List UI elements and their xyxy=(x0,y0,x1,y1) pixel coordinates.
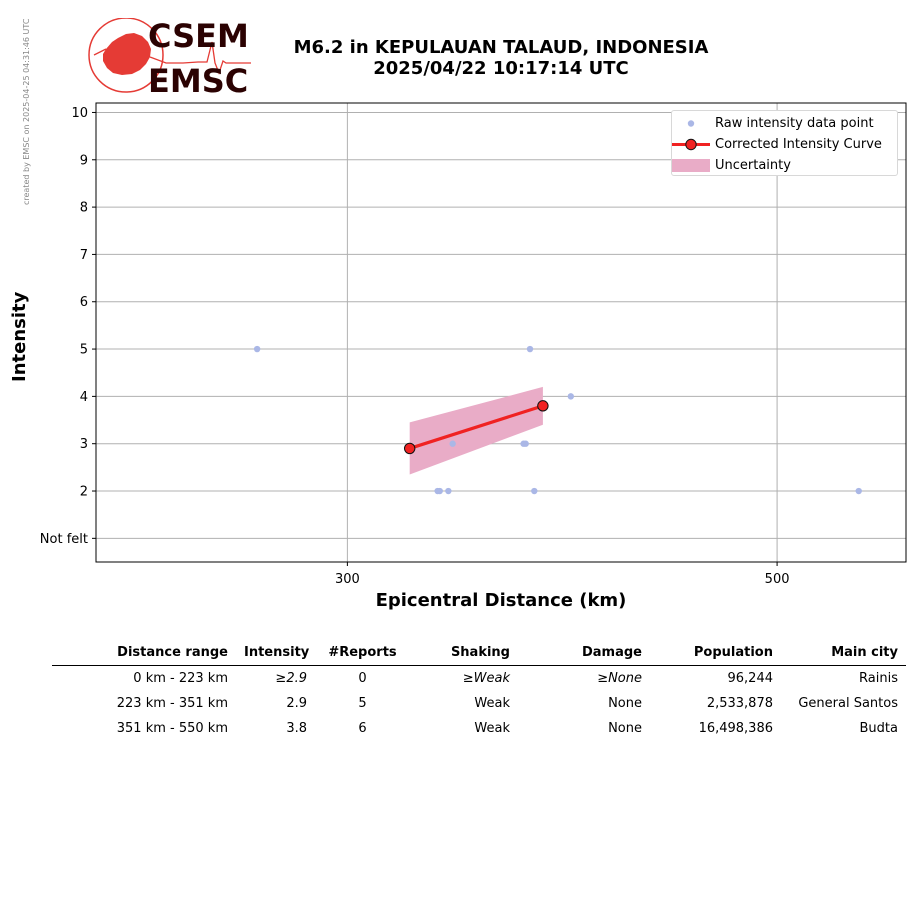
table-cell-main-city: Budta xyxy=(859,721,898,736)
table-header-reports: #Reports xyxy=(315,640,410,666)
raw-intensity-point xyxy=(855,487,862,495)
table-cell-main-city: General Santos xyxy=(798,696,898,711)
legend-item-uncertainty: Uncertainty xyxy=(672,155,897,176)
table-row: 0 km - 223 km ≥2.9 0 ≥Weak ≥None 96,244 … xyxy=(52,666,906,692)
y-tick-label: Not felt xyxy=(40,532,88,547)
table-header-distance: Distance range xyxy=(52,640,236,666)
corrected-intensity-line xyxy=(409,404,544,450)
tick-labels-layer: Not felt 2 3 4 5 6 7 8 9 10 300 500 xyxy=(40,106,790,587)
table-cell-intensity: 3.8 xyxy=(286,721,307,736)
table-cell-damage: None xyxy=(608,721,642,736)
raw-intensity-point xyxy=(445,487,452,495)
legend-marker-curve xyxy=(672,138,710,151)
table-cell-damage: ≥None xyxy=(597,671,642,686)
table-cell-population: 2,533,878 xyxy=(706,696,773,711)
table-cell-shaking: ≥Weak xyxy=(462,671,510,686)
logo-text-csem: CSEM xyxy=(148,18,249,55)
raw-intensity-point xyxy=(253,345,261,353)
legend-label-uncertainty: Uncertainty xyxy=(715,158,791,173)
table-cell-reports: 5 xyxy=(358,696,367,711)
corrected-intensity-point xyxy=(537,400,549,412)
axes-layer xyxy=(92,102,907,566)
emsc-logo: CSEM EMSC xyxy=(88,17,254,100)
plot-frame xyxy=(95,102,907,563)
y-tick-label: 10 xyxy=(71,106,88,121)
table-row: 351 km - 550 km 3.8 6 Weak None 16,498,3… xyxy=(52,716,906,741)
y-tick-label: 3 xyxy=(80,437,88,452)
raw-points-layer xyxy=(253,345,862,495)
table-header-population: Population xyxy=(650,640,781,666)
raw-intensity-point xyxy=(531,487,538,495)
table-header-shaking: Shaking xyxy=(410,640,518,666)
legend-label-raw: Raw intensity data point xyxy=(715,116,874,131)
table-cell-damage: None xyxy=(608,696,642,711)
legend-item-raw: Raw intensity data point xyxy=(672,113,897,134)
table-cell-shaking: Weak xyxy=(474,721,510,736)
x-tick-label: 500 xyxy=(765,572,790,587)
table-header-intensity: Intensity xyxy=(236,640,315,666)
table-cell-reports: 6 xyxy=(358,721,367,736)
legend-marker-raw xyxy=(687,120,695,127)
y-tick-label: 5 xyxy=(80,343,88,358)
y-axis-label: Intensity xyxy=(9,291,30,382)
table-cell-distance: 351 km - 550 km xyxy=(116,721,228,736)
csem-emsc-logo-graphic: CSEM EMSC xyxy=(88,17,251,100)
logo-text-emsc: EMSC xyxy=(148,62,248,98)
chart-title-line-1: M6.2 in KEPULAUAN TALAUD, INDONESIA xyxy=(293,37,709,58)
table-cell-distance: 223 km - 351 km xyxy=(116,696,228,711)
legend-marker-uncertainty xyxy=(672,159,710,172)
table-cell-population: 96,244 xyxy=(727,671,774,686)
chart-title-line-2: 2025/04/22 10:17:14 UTC xyxy=(373,58,629,79)
table-cell-population: 16,498,386 xyxy=(698,721,773,736)
chart-legend: Raw intensity data point Corrected Inten… xyxy=(671,110,898,176)
curve-layer xyxy=(403,400,549,455)
uncertainty-band xyxy=(409,386,543,475)
raw-intensity-point xyxy=(567,393,575,400)
uncertainty-band-layer xyxy=(409,386,543,475)
table-cell-main-city: Rainis xyxy=(859,671,898,686)
intensity-chart: Not felt 2 3 4 5 6 7 8 9 10 300 500 xyxy=(40,102,907,587)
y-tick-label: 2 xyxy=(80,485,88,500)
y-tick-label: 8 xyxy=(80,201,88,216)
raw-intensity-point xyxy=(436,487,443,495)
x-axis-label: Epicentral Distance (km) xyxy=(375,590,627,611)
y-tick-label: 7 xyxy=(80,248,88,263)
table-header-damage: Damage xyxy=(518,640,650,666)
corrected-intensity-point xyxy=(403,442,416,455)
x-tick-label: 300 xyxy=(335,572,360,587)
y-tick-label: 9 xyxy=(80,153,88,168)
chart-title: M6.2 in KEPULAUAN TALAUD, INDONESIA 2025… xyxy=(260,37,742,79)
table-header-main-city: Main city xyxy=(781,640,906,666)
raw-intensity-point xyxy=(526,345,534,353)
table-row: 223 km - 351 km 2.9 5 Weak None 2,533,87… xyxy=(52,691,906,716)
table-header-row: Distance range Intensity #Reports Shakin… xyxy=(52,640,906,666)
raw-intensity-point xyxy=(449,440,456,447)
y-tick-label: 4 xyxy=(80,390,88,405)
raw-intensity-point xyxy=(522,440,529,447)
table-cell-shaking: Weak xyxy=(474,696,510,711)
y-tick-label: 6 xyxy=(80,295,88,310)
table-cell-intensity: 2.9 xyxy=(286,696,307,711)
table-cell-reports: 0 xyxy=(358,671,367,686)
legend-item-curve: Corrected Intensity Curve xyxy=(672,134,897,155)
table-cell-intensity: ≥2.9 xyxy=(275,671,307,686)
table-cell-distance: 0 km - 223 km xyxy=(133,671,228,686)
distance-summary-table: Distance range Intensity #Reports Shakin… xyxy=(52,640,906,741)
legend-label-curve: Corrected Intensity Curve xyxy=(715,137,882,152)
